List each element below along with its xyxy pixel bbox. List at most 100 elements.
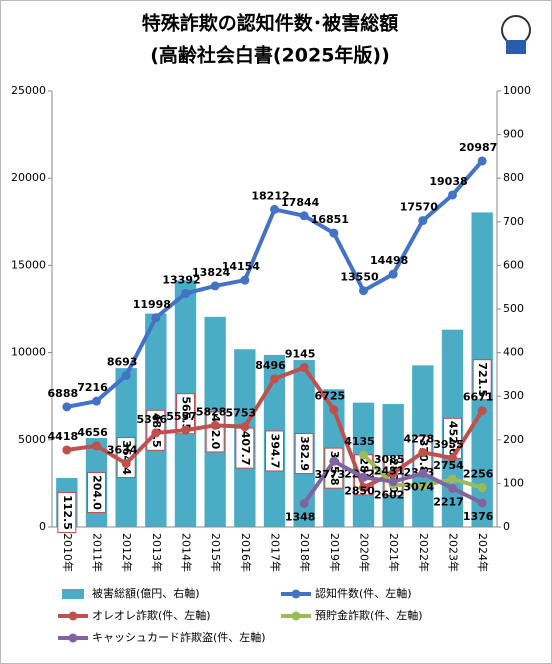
- line-label: 5828: [196, 405, 227, 418]
- line-label: 20987: [459, 141, 497, 154]
- legend-label: 預貯金詐欺(件、左軸): [315, 608, 423, 622]
- line-point: [299, 498, 309, 508]
- y2-tick-label: 600: [503, 258, 524, 271]
- line-point: [151, 428, 161, 438]
- line-label: 4135: [344, 435, 375, 448]
- line-label: 5396: [137, 413, 168, 426]
- line-point: [240, 275, 250, 285]
- line-point: [477, 483, 487, 493]
- line-label: 2217: [433, 495, 464, 508]
- line-point: [210, 281, 220, 291]
- line-point: [418, 468, 428, 478]
- line-label: 3773: [315, 468, 346, 481]
- line-label: 16851: [311, 213, 349, 226]
- chart-title: 特殊詐欺の認知件数･被害総額: [142, 12, 399, 35]
- line-label: 2754: [433, 459, 464, 472]
- mascot-icon: [501, 15, 531, 54]
- line-point: [418, 447, 428, 457]
- legend-label: 認知件数(件、左軸): [315, 586, 412, 600]
- x-tick-label: 2010年: [61, 533, 75, 572]
- legend-label: オレオレ詐欺(件、左軸): [92, 608, 211, 622]
- x-tick-label: 2024年: [476, 533, 490, 572]
- legend-swatch: [291, 589, 301, 599]
- line-label: 8693: [107, 355, 138, 368]
- legend-label: 被害総額(億円、右軸): [92, 586, 200, 600]
- line-point: [359, 482, 368, 492]
- line-point: [329, 456, 339, 466]
- bar-label: 204.0: [91, 475, 104, 510]
- line-point: [92, 396, 101, 406]
- y2-tick-label: 200: [503, 433, 524, 446]
- y2-tick-label: 100: [503, 476, 524, 489]
- bar-label: 721.5: [476, 362, 489, 397]
- line-label: 14154: [222, 260, 261, 273]
- line-point: [210, 420, 220, 430]
- line-point: [388, 269, 398, 279]
- line-label: 1348: [285, 510, 316, 523]
- line-point: [121, 459, 131, 469]
- line-point: [448, 453, 457, 463]
- bar-label-box: [57, 491, 77, 533]
- y2-tick-label: 1000: [503, 84, 531, 97]
- line-label: 2602: [374, 489, 405, 502]
- line-point: [181, 425, 190, 435]
- bar-label-box: [87, 472, 106, 514]
- line-point: [329, 228, 339, 238]
- line-label: 18212: [251, 189, 289, 202]
- line-point: [359, 450, 368, 460]
- legend-swatch: [291, 611, 301, 621]
- y-tick-label: 0: [39, 520, 46, 533]
- y-tick-label: 10000: [11, 346, 46, 359]
- y2-tick-label: 700: [503, 215, 524, 228]
- line-label: 8496: [255, 359, 286, 372]
- y2-tick-label: 400: [503, 346, 524, 359]
- bar-label-box: [205, 411, 225, 453]
- y-tick-label: 5000: [18, 433, 46, 446]
- line-label: 17570: [400, 201, 439, 214]
- y2-tick-label: 800: [503, 171, 524, 184]
- bar-label-box: [472, 359, 492, 401]
- line-label: 17844: [281, 196, 320, 209]
- line-point: [92, 441, 101, 451]
- bar-label: 407.7: [239, 431, 252, 466]
- line-label: 3955: [433, 438, 464, 451]
- x-tick-label: 2012年: [120, 533, 134, 572]
- line-label: 1376: [463, 510, 494, 523]
- line-label: 5753: [226, 407, 257, 420]
- bar-label-box: [294, 433, 314, 475]
- y-tick-label: 20000: [11, 171, 46, 184]
- x-tick-label: 2017年: [269, 533, 283, 572]
- y2-tick-label: 300: [503, 389, 524, 402]
- bar-label: 482.0: [209, 415, 222, 450]
- line-point: [477, 156, 487, 166]
- line-label: 4418: [48, 430, 79, 443]
- legend-swatch: [62, 589, 84, 599]
- line-label: 4278: [404, 432, 435, 445]
- line-label: 11998: [133, 298, 171, 311]
- line-point: [299, 211, 309, 221]
- line-point: [240, 422, 250, 432]
- line-label: 2256: [463, 468, 494, 481]
- line-label: 13392: [162, 273, 200, 286]
- line-label: 4656: [77, 426, 108, 439]
- legend-swatch: [68, 633, 78, 643]
- line-label: 6888: [48, 387, 79, 400]
- line-label: 2850: [344, 484, 375, 497]
- line-label: 3634: [107, 444, 138, 457]
- line-point: [270, 204, 279, 214]
- bar-label: 382.9: [298, 436, 311, 471]
- line-point: [359, 286, 368, 296]
- line-label: 3074: [404, 480, 435, 493]
- chart-subtitle: (高齢社会白書(2025年版)): [150, 44, 390, 67]
- line-point: [151, 313, 161, 323]
- line-point: [388, 468, 398, 478]
- line-label: 7216: [77, 381, 108, 394]
- line-point: [62, 402, 72, 412]
- line-point: [359, 472, 368, 482]
- bar-label-box: [265, 430, 284, 472]
- line-label: 5557: [166, 410, 197, 423]
- line-point: [388, 477, 398, 487]
- y2-tick-label: 0: [503, 520, 510, 533]
- line-label: 6725: [315, 390, 346, 403]
- legend-swatch: [68, 611, 78, 621]
